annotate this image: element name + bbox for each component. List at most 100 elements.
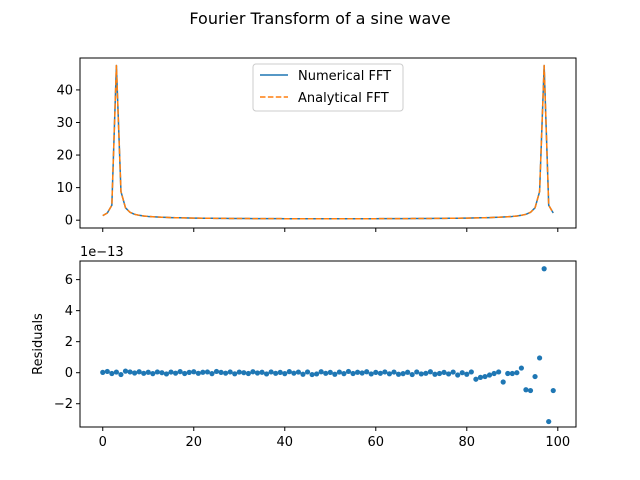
residual-point	[282, 371, 288, 377]
residual-point	[537, 355, 543, 361]
fft-panel: 0 10 20 30 40 Numerical FFT Analytical FFT	[56, 57, 577, 232]
residual-point	[136, 369, 142, 375]
residual-point	[354, 369, 361, 375]
residual-point	[132, 370, 138, 376]
fft-y-tick-label: 30	[56, 116, 73, 131]
residual-point	[391, 369, 397, 375]
residual-point	[223, 370, 229, 376]
residual-point	[218, 369, 224, 375]
residual-point	[309, 371, 315, 378]
residual-point	[477, 374, 484, 380]
residual-point	[450, 369, 456, 375]
residual-point	[546, 418, 552, 425]
residuals-x-tick-label: 60	[368, 435, 385, 450]
residual-point	[373, 369, 379, 375]
residual-point	[168, 369, 174, 375]
residuals-x-tick-label: 40	[276, 435, 293, 450]
residual-point	[341, 371, 347, 377]
residual-point	[227, 369, 233, 375]
fft-lines	[102, 64, 554, 220]
figure-title: Fourier Transform of a sine wave	[189, 9, 450, 28]
residuals-x-tick-label: 0	[99, 435, 107, 450]
residual-point	[113, 369, 119, 375]
residuals-y-axis-label: Residuals	[31, 313, 46, 375]
residual-point	[186, 369, 192, 375]
residual-points	[100, 266, 556, 425]
residual-point	[491, 370, 497, 377]
residuals-y-tick-label: 0	[65, 366, 73, 381]
residual-point	[550, 387, 556, 394]
fft-x-ticks	[102, 228, 559, 232]
residual-point	[445, 371, 452, 377]
residual-point	[100, 369, 106, 375]
residual-point	[268, 369, 274, 375]
residual-point	[409, 371, 415, 378]
residual-point	[527, 387, 534, 394]
residual-point	[464, 371, 470, 377]
residual-point	[286, 369, 292, 375]
residual-point	[318, 369, 324, 375]
residual-point	[191, 369, 197, 375]
residual-point	[423, 370, 429, 376]
residual-point	[364, 369, 370, 375]
residual-point	[332, 371, 338, 377]
residuals-y-tick-label: 2	[65, 335, 73, 350]
legend-numerical-label: Numerical FFT	[298, 69, 391, 84]
residual-point	[441, 369, 447, 375]
residual-point	[509, 370, 515, 377]
residuals-x-tick-label: 80	[459, 435, 476, 450]
residual-point	[300, 371, 306, 377]
fft-y-ticks: 0 10 20 30 40	[56, 83, 80, 229]
residual-point	[109, 370, 115, 377]
residual-point	[368, 371, 374, 377]
residual-point	[500, 379, 506, 385]
residual-point	[122, 368, 129, 374]
residual-point	[277, 369, 283, 375]
residual-point	[291, 370, 297, 376]
residuals-y-tick-label: −2	[54, 397, 73, 412]
residual-point	[141, 370, 147, 376]
residuals-x-tick-label: 100	[545, 435, 570, 450]
residual-point	[232, 371, 238, 377]
residual-point	[418, 371, 424, 377]
residual-point	[236, 369, 242, 375]
residual-point	[195, 370, 201, 376]
residual-point	[314, 371, 320, 377]
residual-point	[209, 371, 215, 377]
residuals-offset-label: 1e−13	[80, 245, 124, 260]
residual-point	[245, 370, 251, 377]
residual-point	[482, 373, 488, 380]
fft-axes-frame	[79, 57, 577, 229]
residual-point	[377, 370, 383, 376]
residual-point	[150, 371, 156, 377]
residual-point	[400, 371, 406, 377]
residual-point	[405, 369, 411, 375]
residual-point	[541, 266, 547, 272]
fft-y-tick-label: 0	[65, 214, 73, 229]
residuals-axes-frame	[79, 260, 577, 428]
residual-point	[432, 371, 438, 377]
residual-point	[213, 368, 220, 375]
residual-point	[486, 372, 493, 378]
residual-point	[436, 370, 443, 377]
residual-point	[118, 371, 124, 378]
residual-point	[295, 369, 302, 375]
residual-point	[473, 376, 479, 382]
residual-point	[327, 369, 333, 375]
residual-point	[250, 369, 256, 375]
residual-point	[273, 370, 279, 376]
analytical-fft-line	[102, 64, 554, 220]
residual-point	[496, 369, 502, 375]
residual-point	[395, 371, 402, 377]
residual-point	[455, 372, 461, 378]
residual-point	[518, 365, 524, 371]
residual-point	[345, 368, 352, 375]
residual-point	[323, 370, 329, 376]
residual-point	[336, 369, 342, 375]
residual-point	[468, 369, 474, 375]
residual-point	[263, 371, 270, 377]
residuals-y-tick-label: 6	[65, 273, 73, 288]
residuals-y-tick-label: 4	[65, 304, 73, 319]
legend-analytical-label: Analytical FFT	[298, 91, 389, 106]
residual-point	[163, 371, 170, 377]
